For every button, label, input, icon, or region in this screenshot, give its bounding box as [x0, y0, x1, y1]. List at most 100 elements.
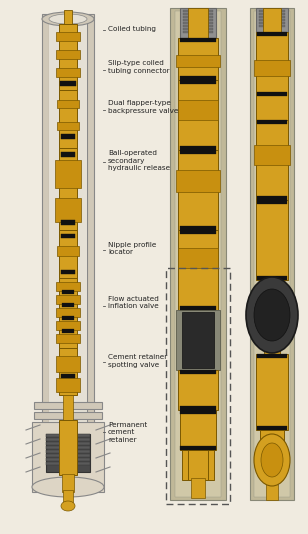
Bar — [59, 90, 77, 148]
Ellipse shape — [61, 501, 75, 511]
Bar — [264, 278, 280, 354]
Bar — [191, 478, 205, 498]
Bar — [180, 76, 216, 80]
Bar — [55, 160, 81, 188]
Bar — [56, 356, 80, 372]
Bar — [254, 145, 290, 165]
Bar — [56, 295, 80, 304]
Bar — [260, 430, 284, 470]
Bar — [183, 28, 213, 30]
Bar — [256, 200, 288, 280]
Bar — [259, 19, 285, 21]
Bar — [180, 406, 216, 410]
Bar — [257, 196, 287, 200]
Bar — [250, 8, 294, 500]
Bar — [42, 14, 49, 430]
Ellipse shape — [246, 277, 298, 353]
Bar — [61, 220, 75, 225]
Text: Ball-operated
secondary
hydraulic release: Ball-operated secondary hydraulic releas… — [108, 150, 170, 171]
Bar — [182, 312, 214, 368]
Bar — [176, 170, 220, 192]
Bar — [183, 16, 213, 18]
Bar — [180, 38, 216, 42]
Bar — [62, 303, 74, 307]
Bar — [180, 306, 216, 310]
Ellipse shape — [261, 443, 283, 477]
Bar — [59, 348, 77, 395]
Bar — [256, 120, 288, 200]
Bar — [56, 308, 80, 317]
Bar — [56, 334, 80, 343]
Bar — [46, 450, 90, 453]
Bar — [256, 8, 288, 32]
Bar — [59, 230, 77, 278]
Bar — [178, 80, 218, 150]
Text: Flow actuated
inflation valve: Flow actuated inflation valve — [108, 296, 159, 310]
Bar — [63, 395, 73, 423]
Bar — [62, 474, 74, 492]
Bar — [46, 438, 90, 441]
Bar — [46, 434, 90, 472]
Bar — [46, 434, 90, 437]
Bar — [62, 290, 74, 294]
Bar — [46, 462, 90, 465]
Bar — [87, 14, 94, 430]
Bar — [62, 316, 74, 320]
Ellipse shape — [254, 434, 290, 486]
Bar — [56, 321, 80, 330]
Bar — [170, 8, 226, 500]
Bar — [34, 402, 102, 409]
Bar — [259, 16, 285, 18]
Text: Coiled tubing: Coiled tubing — [108, 26, 156, 32]
Bar — [46, 454, 90, 457]
Bar — [46, 458, 90, 461]
Bar — [62, 329, 74, 333]
Bar — [32, 422, 104, 492]
Text: Dual flapper-type
backpressure valve: Dual flapper-type backpressure valve — [108, 100, 178, 114]
Bar — [183, 10, 213, 12]
Bar — [62, 24, 74, 394]
Bar — [63, 490, 73, 502]
Bar — [176, 310, 220, 370]
Bar — [257, 354, 287, 358]
Bar — [178, 248, 218, 268]
Text: Permanent
cement
retainer: Permanent cement retainer — [108, 422, 147, 443]
Bar — [178, 38, 218, 80]
Bar — [257, 276, 287, 280]
Bar — [259, 22, 285, 24]
Bar — [257, 120, 287, 124]
Bar — [259, 25, 285, 27]
Bar — [180, 8, 216, 38]
Ellipse shape — [32, 477, 104, 497]
Ellipse shape — [42, 12, 94, 26]
Bar — [180, 446, 216, 450]
Bar — [178, 150, 218, 230]
Ellipse shape — [49, 14, 87, 24]
Bar — [64, 10, 72, 24]
Bar — [259, 10, 285, 12]
Bar — [256, 354, 288, 430]
Bar — [180, 226, 216, 230]
Bar — [180, 370, 216, 374]
Text: Slip-type coiled
tubing connector: Slip-type coiled tubing connector — [108, 60, 170, 74]
Bar — [55, 198, 81, 222]
Bar — [254, 60, 290, 76]
Bar — [180, 410, 216, 450]
Bar — [180, 146, 216, 150]
Bar — [183, 31, 213, 33]
Ellipse shape — [254, 289, 290, 341]
Bar — [61, 374, 75, 378]
Bar — [188, 450, 208, 480]
Bar — [46, 442, 90, 445]
Bar — [56, 68, 80, 77]
Bar — [178, 370, 218, 410]
Bar — [59, 420, 77, 475]
Bar — [56, 378, 80, 392]
Bar — [180, 80, 216, 84]
Bar — [257, 92, 287, 96]
Bar — [61, 134, 75, 139]
Bar — [175, 11, 221, 497]
Bar — [259, 13, 285, 15]
Bar — [57, 122, 79, 130]
Bar — [57, 100, 79, 108]
